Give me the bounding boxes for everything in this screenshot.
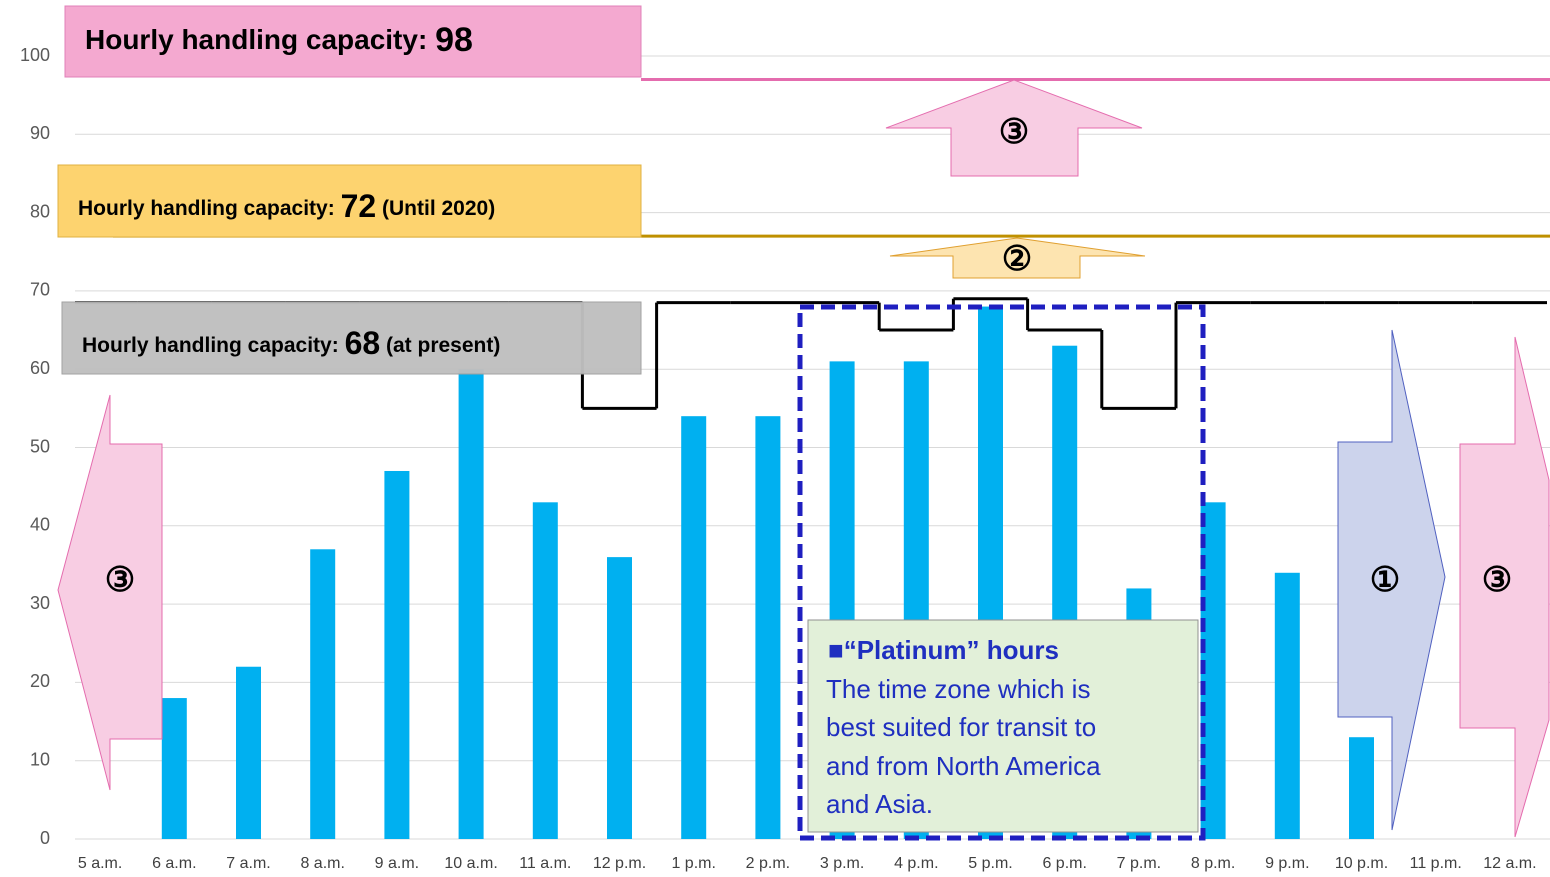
x-tick-label: 5 p.m. bbox=[968, 855, 1012, 872]
arrow-right bbox=[1337, 329, 1446, 831]
bar bbox=[1349, 737, 1374, 839]
y-tick-label: 10 bbox=[30, 749, 50, 769]
bar bbox=[236, 666, 261, 839]
y-tick-label: 90 bbox=[30, 123, 50, 143]
arrow-up bbox=[889, 237, 1146, 279]
bar bbox=[161, 698, 187, 839]
x-tick-label: 1 p.m. bbox=[671, 855, 715, 872]
x-tick-label: 9 p.m. bbox=[1265, 855, 1309, 872]
arrow-label: ① bbox=[1370, 561, 1400, 599]
y-tick-label: 60 bbox=[30, 358, 50, 378]
y-tick-label: 20 bbox=[30, 671, 50, 691]
x-tick-label: 8 p.m. bbox=[1191, 855, 1235, 872]
capacity-box-72 bbox=[57, 164, 642, 238]
y-tick-label: 80 bbox=[30, 201, 50, 221]
box-text: Hourly handling capacity: bbox=[82, 334, 339, 357]
arrow-label: ③ bbox=[999, 113, 1029, 151]
box-label: Hourly handling capacity: 68 (at present… bbox=[82, 325, 500, 361]
y-tick-label: 0 bbox=[40, 828, 50, 848]
box-number: 98 bbox=[435, 21, 473, 59]
arrow-label: ② bbox=[1002, 240, 1032, 278]
box-text: Hourly handling capacity: bbox=[78, 197, 335, 220]
x-tick-label: 10 p.m. bbox=[1335, 855, 1388, 872]
bar bbox=[310, 549, 336, 839]
x-tick-label: 2 p.m. bbox=[746, 855, 790, 872]
arrow-up bbox=[885, 79, 1143, 177]
x-tick-label: 3 p.m. bbox=[820, 855, 864, 872]
x-tick-label: 12 p.m. bbox=[593, 855, 646, 872]
x-tick-label: 6 p.m. bbox=[1042, 855, 1086, 872]
x-tick-label: 11 p.m. bbox=[1410, 855, 1462, 872]
x-tick-label: 5 a.m. bbox=[78, 855, 122, 872]
y-tick-label: 30 bbox=[30, 593, 50, 613]
arrow-right bbox=[1459, 336, 1550, 838]
y-tick-label: 40 bbox=[30, 515, 50, 535]
platinum-frame bbox=[797, 304, 1206, 841]
x-tick-label: 10 a.m. bbox=[444, 855, 497, 872]
platinum-title: ■“Platinum” hours bbox=[828, 635, 1059, 665]
y-tick-label: 100 bbox=[20, 45, 50, 65]
bar bbox=[681, 416, 707, 839]
capacity-box-98 bbox=[64, 5, 642, 78]
arrow-label: ③ bbox=[1482, 561, 1512, 599]
x-tick-label: 12 a.m. bbox=[1483, 855, 1536, 872]
x-tick-label: 8 a.m. bbox=[300, 855, 344, 872]
bar bbox=[458, 369, 484, 839]
platinum-text: and Asia. bbox=[826, 789, 933, 819]
platinum-box bbox=[807, 619, 1199, 833]
bar bbox=[1274, 572, 1300, 839]
box-note: (Until 2020) bbox=[382, 197, 495, 220]
x-tick-label: 9 a.m. bbox=[375, 855, 419, 872]
bar bbox=[532, 502, 558, 839]
box-note: (at present) bbox=[386, 334, 500, 357]
bar bbox=[607, 557, 632, 839]
box-text: Hourly handling capacity: bbox=[85, 24, 427, 55]
box-label: Hourly handling capacity: 98 bbox=[85, 21, 473, 59]
bar bbox=[755, 416, 781, 839]
x-tick-label: 6 a.m. bbox=[152, 855, 196, 872]
arrow-label: ③ bbox=[105, 561, 135, 599]
box-number: 72 bbox=[341, 188, 377, 224]
platinum-text: The time zone which is bbox=[826, 674, 1090, 704]
arrow-left bbox=[57, 394, 163, 791]
platinum-text: and from North America bbox=[826, 751, 1101, 781]
x-tick-label: 4 p.m. bbox=[894, 855, 938, 872]
box-number: 68 bbox=[345, 325, 381, 361]
y-tick-label: 70 bbox=[30, 280, 50, 300]
x-tick-label: 7 a.m. bbox=[226, 855, 270, 872]
y-tick-label: 50 bbox=[30, 436, 50, 456]
x-tick-label: 11 a.m. bbox=[519, 855, 571, 872]
x-tick-label: 7 p.m. bbox=[1117, 855, 1161, 872]
bar bbox=[384, 470, 410, 839]
box-label: Hourly handling capacity: 72 (Until 2020… bbox=[78, 188, 495, 224]
capacity-box-68 bbox=[61, 301, 642, 375]
platinum-text: best suited for transit to bbox=[826, 712, 1096, 742]
